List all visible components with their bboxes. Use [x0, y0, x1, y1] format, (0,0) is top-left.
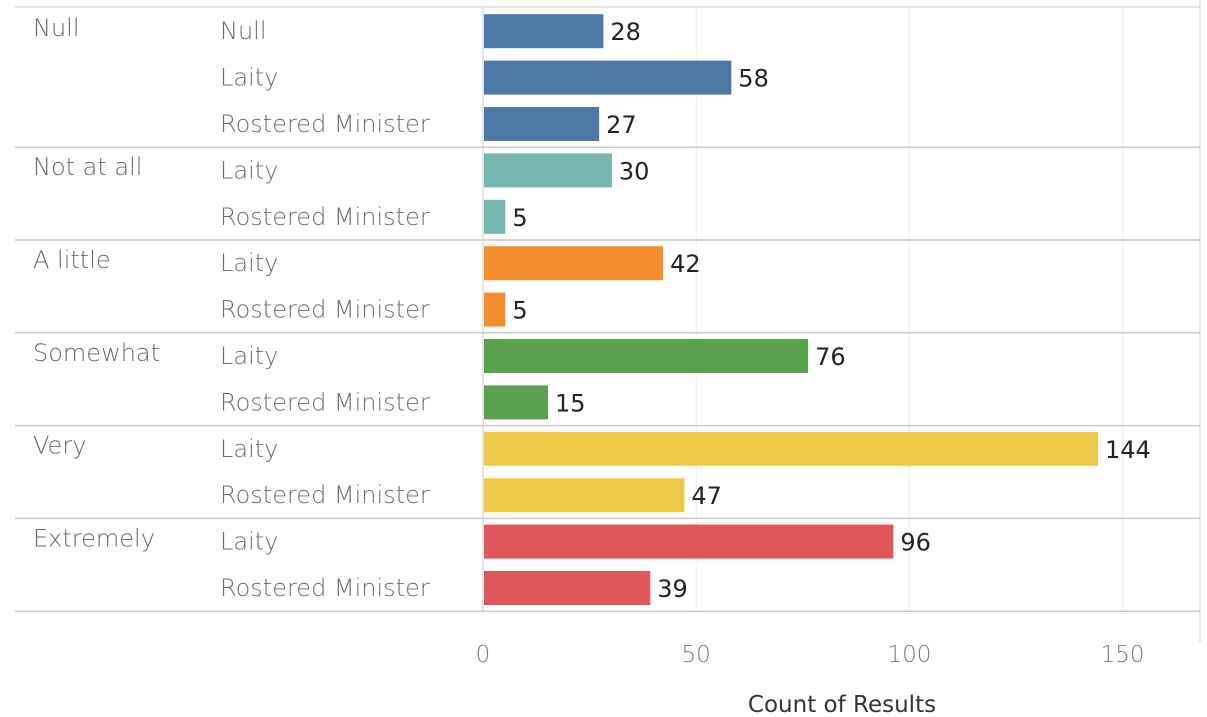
row-label: Laity: [220, 64, 278, 92]
group-separators: [15, 7, 1200, 611]
data-label: 5: [512, 297, 527, 325]
group-label: Null: [33, 14, 80, 42]
bar: [484, 385, 548, 419]
data-label: 58: [738, 65, 769, 93]
x-tick-label: 150: [1101, 642, 1145, 668]
x-tick-label: 50: [682, 642, 711, 668]
bar: [484, 200, 505, 234]
row-label: Rostered Minister: [220, 203, 430, 231]
group-label: Extremely: [33, 524, 155, 552]
bar: [484, 293, 505, 327]
group-label: A little: [33, 246, 111, 274]
data-label: 27: [606, 111, 637, 139]
data-label: 42: [670, 250, 701, 278]
data-label: 15: [555, 389, 586, 417]
row-label: Laity: [220, 249, 278, 277]
row-labels: Null Null 28 Laity 58 Rostered Minister 27 Not …: [33, 14, 1151, 603]
bar: [484, 525, 893, 559]
row-label: Rostered Minister: [220, 481, 430, 509]
group-label: Very: [33, 432, 86, 460]
row-label: Null: [220, 17, 267, 45]
bar: [484, 478, 684, 512]
data-label: 30: [619, 157, 650, 185]
x-tick-label: 0: [476, 642, 491, 668]
bar: [484, 14, 603, 48]
bar: [484, 153, 612, 187]
bars: [484, 14, 1098, 605]
data-label: 5: [512, 204, 527, 232]
row-label: Rostered Minister: [220, 388, 430, 416]
row-label: Laity: [220, 342, 278, 370]
data-label: 39: [657, 575, 688, 603]
bar: [484, 246, 663, 280]
row-label: Rostered Minister: [220, 574, 430, 602]
data-label: 47: [691, 482, 722, 510]
group-label: Not at all: [33, 153, 142, 181]
x-tick-label: 100: [887, 642, 931, 668]
row-label: Rostered Minister: [220, 110, 430, 138]
data-label: 28: [610, 18, 641, 46]
bar: [484, 61, 731, 95]
data-label: 76: [815, 343, 846, 371]
data-label: 144: [1105, 436, 1151, 464]
row-label: Laity: [220, 435, 278, 463]
bar: [484, 339, 808, 373]
row-label: Laity: [220, 156, 278, 184]
data-label: 96: [900, 529, 931, 557]
bar: [484, 432, 1098, 466]
row-label: Rostered Minister: [220, 296, 430, 324]
bar: [484, 107, 599, 141]
group-label: Somewhat: [33, 339, 160, 367]
x-axis-title: Count of Results: [748, 692, 936, 717]
x-axis: 0 50 100 150: [476, 642, 1145, 668]
bar: [484, 571, 650, 605]
row-label: Laity: [220, 528, 278, 556]
